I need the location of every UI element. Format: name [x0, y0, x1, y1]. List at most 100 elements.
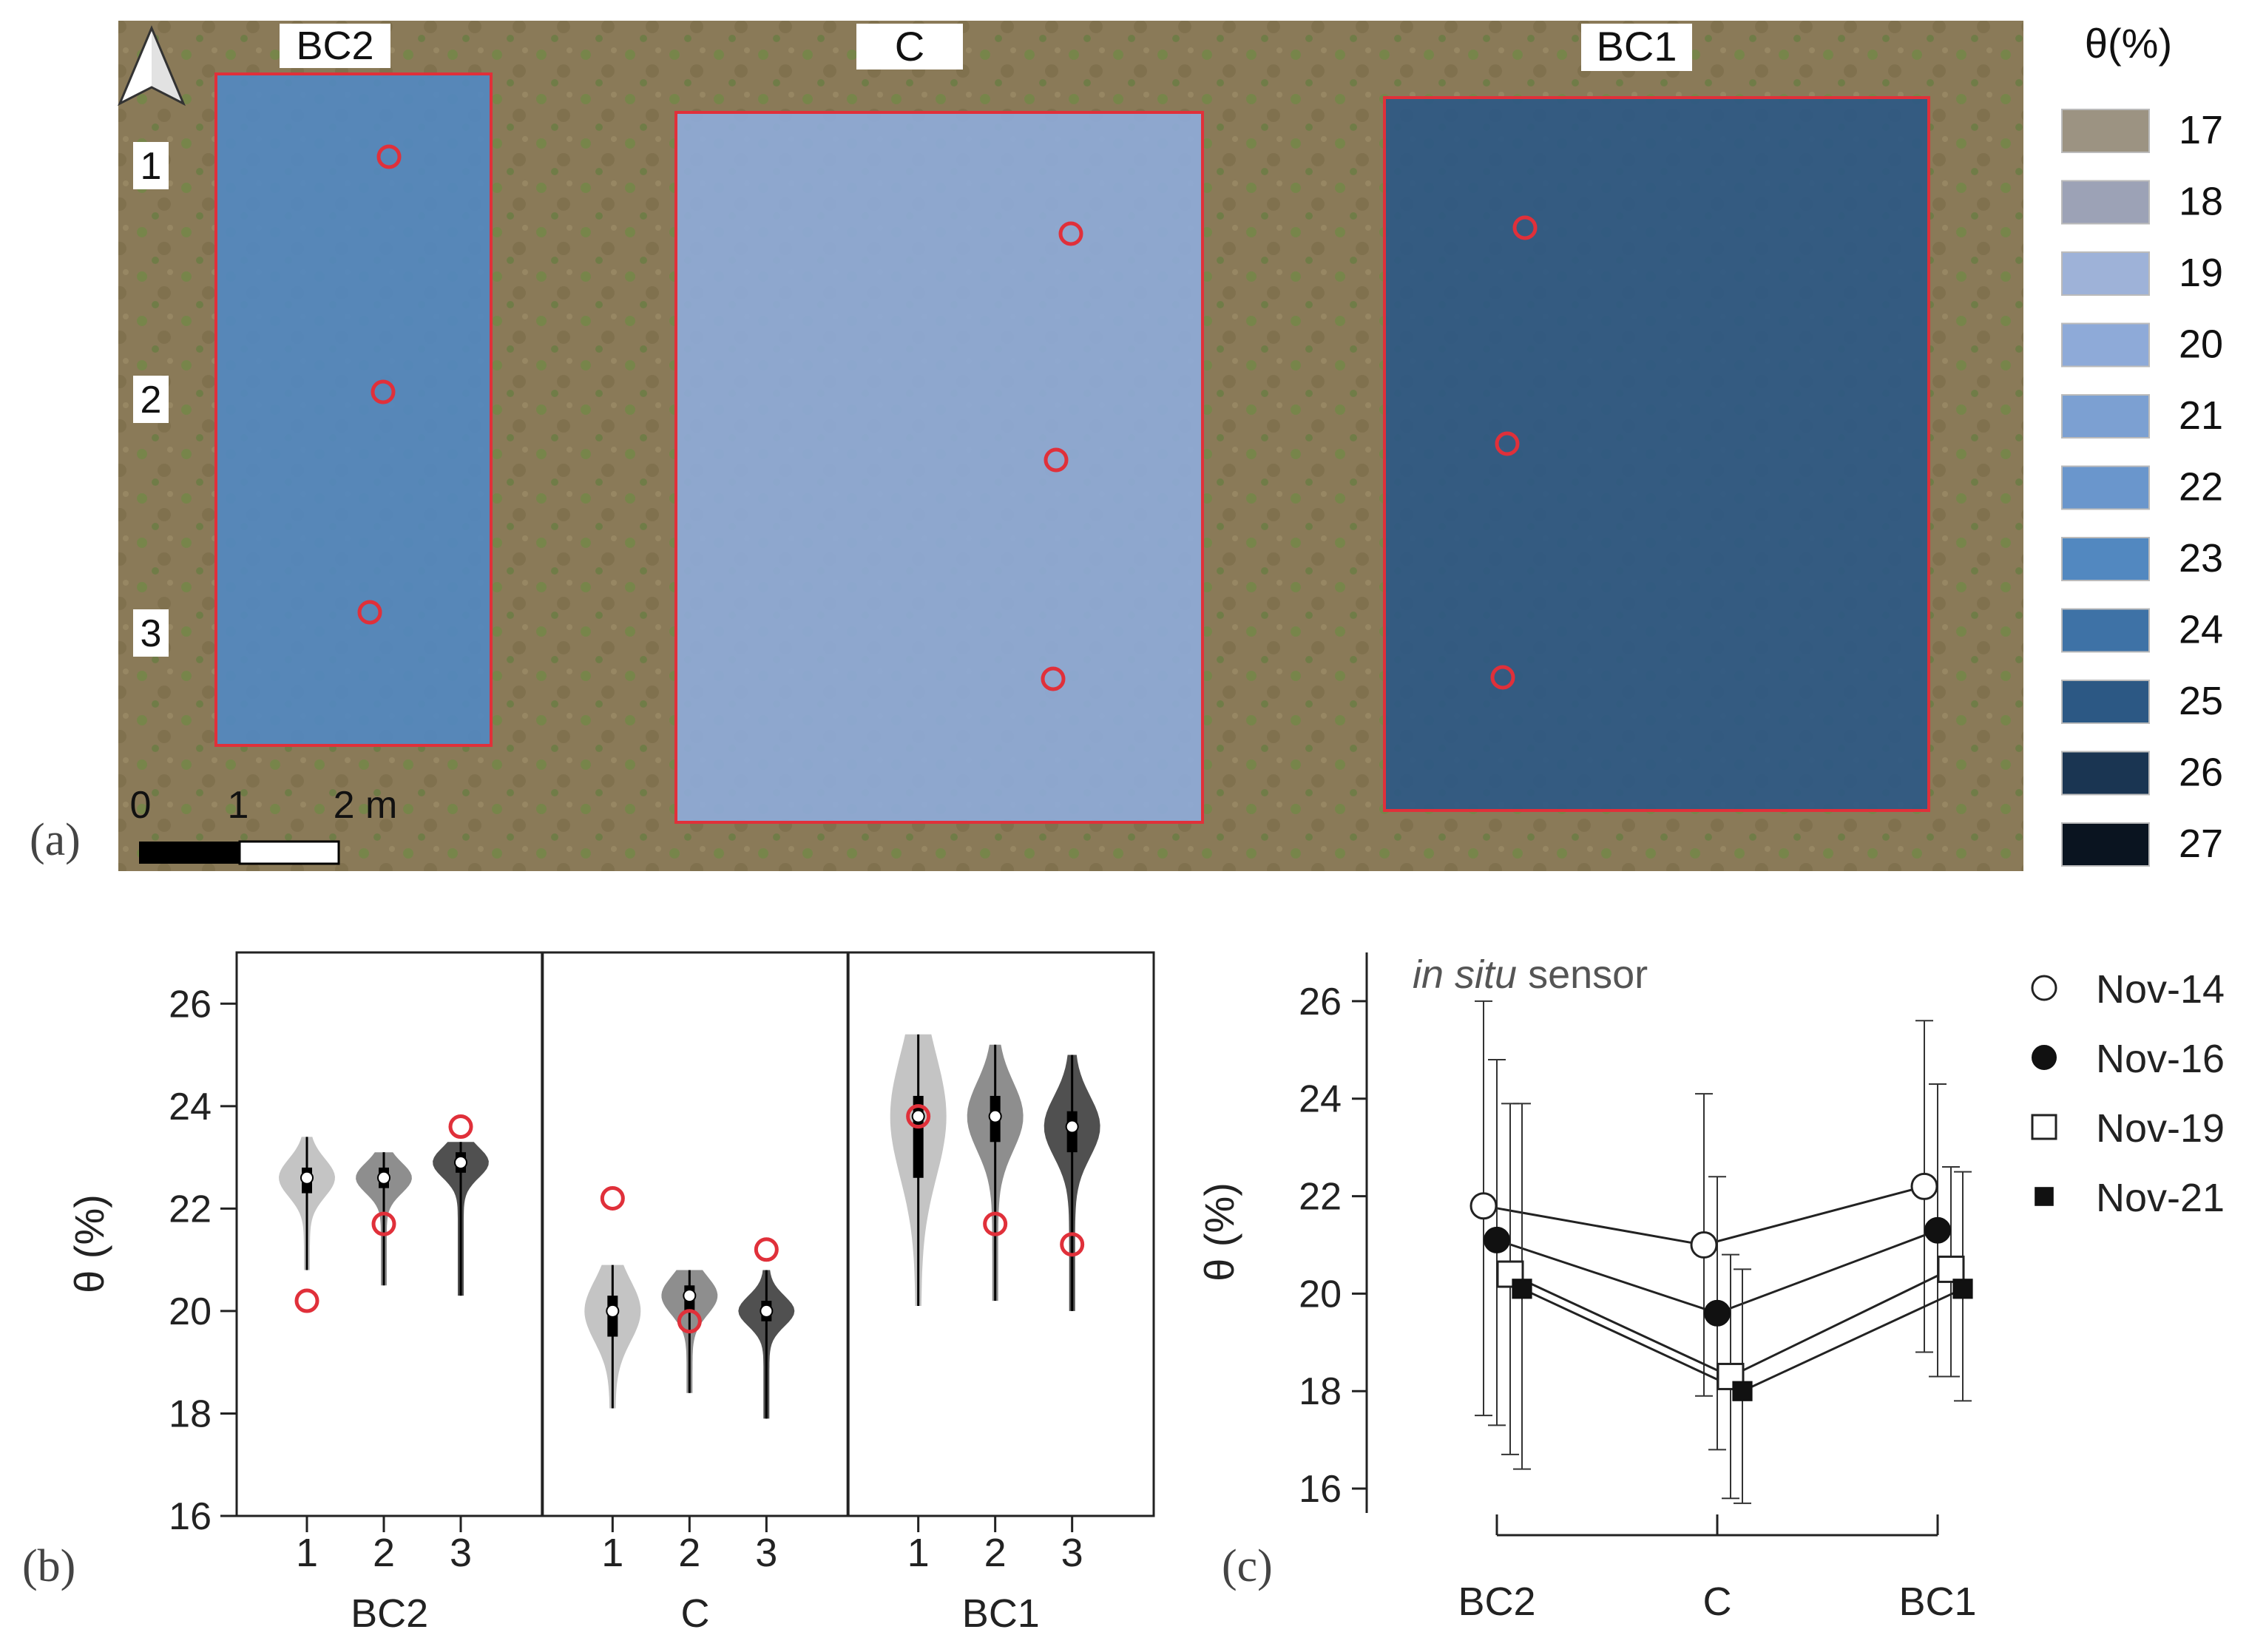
legend-label: 20 — [2179, 322, 2223, 367]
legend-title: θ(%) — [2085, 20, 2172, 67]
legend-swatch — [2061, 822, 2150, 867]
sensor-annotation-italic: in situ — [1413, 952, 1517, 997]
sensor-marker — [1490, 665, 1515, 690]
marker-filled-square — [1952, 1279, 1973, 1299]
sensor-marker — [1495, 431, 1520, 456]
line-chart: 16 18 20 22 24 26 BC2 C BC1 — [1299, 952, 1977, 1624]
marker-open-circle — [1690, 1230, 1718, 1259]
legend-label: Nov-16 — [2096, 1037, 2225, 1081]
plot-c-overlay — [674, 111, 1204, 824]
legend-label: 19 — [2179, 251, 2223, 295]
y-tick-label: 16 — [1299, 1468, 1342, 1511]
moisture-legend: 17 18 19 20 21 22 23 24 25 26 27 — [2061, 108, 2223, 867]
legend-label: Nov-14 — [2096, 967, 2225, 1012]
x-tick-label: 2 — [984, 1531, 1007, 1575]
moisture-map-panel: BC2 C BC1 1 2 3 0 1 2 m — [30, 20, 2223, 871]
marker-filled-circle — [2032, 1045, 2057, 1070]
plot-bc1-label-box — [1581, 24, 1692, 71]
x-tick-label: BC1 — [1898, 1580, 1976, 1624]
legend-label: 17 — [2179, 108, 2223, 152]
x-tick-label: 3 — [450, 1531, 472, 1575]
x-tick-label: 1 — [907, 1531, 930, 1575]
sensor-point — [677, 1309, 702, 1334]
north-arrow-icon — [118, 25, 186, 106]
legend-swatch — [2061, 251, 2150, 296]
legend-label: 23 — [2179, 536, 2223, 580]
plot-bc2-overlay — [214, 72, 493, 747]
x-tick-label: BC2 — [1458, 1580, 1535, 1624]
y-tick-label: 26 — [169, 983, 212, 1026]
sensor-point — [600, 1186, 625, 1211]
row-label-box-3 — [133, 609, 169, 657]
group-label: C — [681, 1591, 710, 1636]
legend-swatch — [2061, 465, 2150, 510]
marker-open-square — [2031, 1114, 2057, 1140]
marker-open-circle — [1910, 1172, 1938, 1200]
marker-open-circle — [1469, 1192, 1498, 1220]
panel-b-label: (b) — [22, 1541, 75, 1591]
legend-label: Nov-19 — [2096, 1106, 2225, 1151]
y-tick-label: 20 — [169, 1290, 212, 1333]
sensor-point — [1060, 1232, 1085, 1257]
y-tick-label: 22 — [169, 1188, 212, 1230]
violin-plot-frame — [235, 951, 1155, 1517]
x-tick-label: C — [1703, 1580, 1732, 1624]
group-label: BC2 — [351, 1591, 428, 1636]
legend-label: 21 — [2179, 393, 2223, 438]
y-tick-label: 20 — [1299, 1273, 1342, 1316]
sensor-point — [448, 1114, 473, 1140]
row-label-1: 1 — [141, 145, 162, 188]
violin-median — [606, 1304, 620, 1318]
legend-swatch — [2061, 608, 2150, 653]
legend-label: 25 — [2179, 679, 2223, 723]
marker-filled-circle — [1924, 1216, 1951, 1244]
y-tick-label: 22 — [1299, 1176, 1342, 1219]
legend-label: 24 — [2179, 608, 2223, 652]
legend-label: 18 — [2179, 180, 2223, 224]
x-tick-label: 1 — [601, 1531, 623, 1575]
row-label-box-1 — [133, 142, 169, 189]
plot-bc2-label: BC2 — [296, 24, 373, 68]
marker-filled-square — [1732, 1381, 1753, 1401]
sensor-point — [983, 1211, 1008, 1236]
violin-median — [911, 1109, 925, 1123]
row-label-3: 3 — [141, 612, 162, 655]
x-tick-label: 2 — [373, 1531, 395, 1575]
sensor-marker — [1041, 666, 1066, 691]
y-tick-label: 26 — [1299, 981, 1342, 1023]
violin-median — [760, 1304, 774, 1318]
sensor-line-chart-panel: (c) θ (%) in situ sensor 16 18 20 22 24 26 BC2… — [1196, 952, 2225, 1624]
marker-filled-square — [1512, 1279, 1532, 1299]
violin-median — [683, 1289, 697, 1303]
y-tick-label: 18 — [169, 1392, 212, 1435]
marker-filled-circle — [1704, 1299, 1731, 1327]
x-tick-label: 1 — [296, 1531, 318, 1575]
marker-filled-square — [2035, 1187, 2054, 1206]
sensor-point — [906, 1104, 931, 1129]
legend-swatch — [2061, 394, 2150, 439]
violin-y-axis-label: θ (%) — [66, 1194, 112, 1293]
line-y-axis-label: θ (%) — [1196, 1182, 1242, 1282]
row-label-2: 2 — [141, 379, 162, 422]
plot-bc1-overlay — [1383, 96, 1930, 812]
sensor-marker — [1512, 215, 1538, 240]
sensor-marker — [1058, 221, 1083, 246]
scale-bar-black — [139, 842, 240, 864]
violin-chart-panel: (b) θ (%) 16 18 20 22 24 26 BC2 1 2 3 C 1 2 3 BC1 1 2 3 — [22, 951, 1155, 1636]
panel-c-label: (c) — [1222, 1541, 1273, 1591]
sensor-annotation: in situ sensor — [1413, 952, 1648, 997]
x-tick-label: 3 — [755, 1531, 777, 1575]
sensor-point — [754, 1237, 779, 1262]
violin-median — [1065, 1120, 1079, 1134]
group-label: BC1 — [962, 1591, 1040, 1636]
x-tick-label: 3 — [1061, 1531, 1083, 1575]
sensor-point — [371, 1211, 396, 1236]
line-chart-legend: Nov-14 Nov-16 Nov-19 Nov-21 — [2031, 967, 2225, 1220]
legend-swatch — [2061, 537, 2150, 581]
legend-swatch — [2061, 322, 2150, 368]
marker-open-circle — [2031, 975, 2057, 1001]
y-tick-label: 24 — [169, 1086, 212, 1128]
scale-label-1: 1 — [228, 784, 249, 827]
x-tick-label: 2 — [678, 1531, 700, 1575]
